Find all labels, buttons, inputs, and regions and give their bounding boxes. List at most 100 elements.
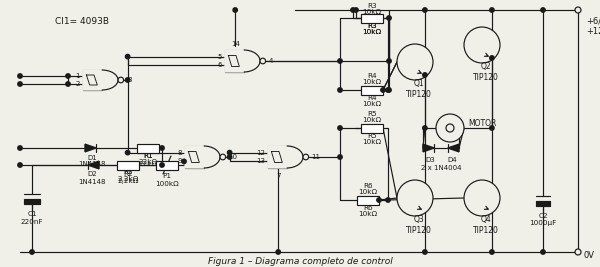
Circle shape [182,159,186,164]
Text: R4
10kΩ: R4 10kΩ [362,73,382,85]
Text: 14: 14 [231,41,239,47]
Text: 3: 3 [128,77,132,83]
Text: R1
22kΩ: R1 22kΩ [139,154,158,167]
Text: D3: D3 [425,157,435,163]
Text: D4: D4 [447,157,457,163]
Circle shape [18,146,22,150]
Bar [361,14,383,22]
Text: P1
100kΩ: P1 100kΩ [155,174,179,187]
Circle shape [18,163,22,167]
Text: +6/
+12V: +6/ +12V [586,16,600,36]
Text: 13: 13 [256,158,265,164]
Text: R4
10kΩ: R4 10kΩ [362,95,382,108]
Text: 2 x 1N4004: 2 x 1N4004 [421,165,461,171]
Text: R5
10kΩ: R5 10kΩ [362,132,382,146]
Circle shape [490,8,494,12]
Polygon shape [83,70,118,90]
Circle shape [386,198,390,202]
Bar [536,201,550,206]
Polygon shape [225,50,260,72]
Circle shape [227,155,232,159]
Polygon shape [448,144,459,152]
Circle shape [422,250,427,254]
Circle shape [118,77,124,83]
Text: D1
1N4148: D1 1N4148 [78,155,106,167]
Text: Q4
TIP120: Q4 TIP120 [473,215,499,235]
Polygon shape [271,151,282,163]
Bar [361,85,383,95]
Text: 9: 9 [178,158,182,164]
Circle shape [125,54,130,59]
Text: R5
10kΩ: R5 10kΩ [362,111,382,124]
Text: 1: 1 [76,73,80,79]
Circle shape [422,126,427,130]
Circle shape [303,154,308,160]
Text: R3
10kΩ: R3 10kΩ [362,2,382,15]
Bar [156,160,178,170]
Circle shape [541,250,545,254]
Circle shape [575,7,581,13]
Text: 7: 7 [276,173,280,179]
Text: R2
2,2kΩ: R2 2,2kΩ [118,171,139,183]
Circle shape [446,124,454,132]
Circle shape [422,8,427,12]
Circle shape [386,88,390,92]
Text: Figura 1 – Diagrama completo de control: Figura 1 – Diagrama completo de control [208,257,392,265]
Text: R6
10kΩ: R6 10kΩ [358,205,377,218]
Text: 10: 10 [229,154,238,160]
Text: CI1= 4093B: CI1= 4093B [55,18,109,26]
Text: R6
10kΩ: R6 10kΩ [358,183,377,195]
Text: MOTOR: MOTOR [468,120,496,128]
Circle shape [125,150,130,155]
Circle shape [387,16,391,20]
Polygon shape [423,144,434,152]
Text: 11: 11 [311,154,320,160]
Circle shape [436,114,464,142]
Circle shape [541,8,545,12]
Text: Q1
TIP120: Q1 TIP120 [406,79,432,99]
Circle shape [381,88,385,92]
Circle shape [227,150,232,155]
Circle shape [464,180,500,216]
Polygon shape [268,146,303,168]
Circle shape [233,8,238,12]
Text: Q2
TIP120: Q2 TIP120 [473,62,499,82]
Circle shape [354,8,358,12]
Circle shape [338,155,342,159]
Circle shape [490,126,494,130]
Bar [357,195,379,205]
Text: R3
10kΩ: R3 10kΩ [362,22,382,36]
Circle shape [160,146,164,150]
Circle shape [125,78,130,82]
Circle shape [276,250,280,254]
Text: 4: 4 [269,58,273,64]
Text: Q3
TIP120: Q3 TIP120 [406,215,432,235]
Circle shape [575,249,581,255]
Polygon shape [229,56,239,66]
Polygon shape [86,75,97,85]
Bar [117,160,139,170]
Circle shape [377,198,381,202]
Circle shape [490,250,494,254]
Circle shape [338,88,342,92]
Bar [137,143,159,152]
Circle shape [18,74,22,78]
Circle shape [464,27,500,63]
Bar [361,124,383,132]
Polygon shape [88,161,99,169]
Circle shape [397,180,433,216]
Circle shape [387,88,391,92]
Bar [24,199,40,204]
Circle shape [66,82,70,86]
Circle shape [160,163,164,167]
Circle shape [18,82,22,86]
Text: 6: 6 [218,62,222,68]
Circle shape [490,56,494,60]
Circle shape [387,59,391,63]
Polygon shape [188,151,199,163]
Text: 8: 8 [178,150,182,156]
Circle shape [351,8,355,12]
Polygon shape [185,146,220,168]
Circle shape [338,126,342,130]
Circle shape [220,154,226,160]
